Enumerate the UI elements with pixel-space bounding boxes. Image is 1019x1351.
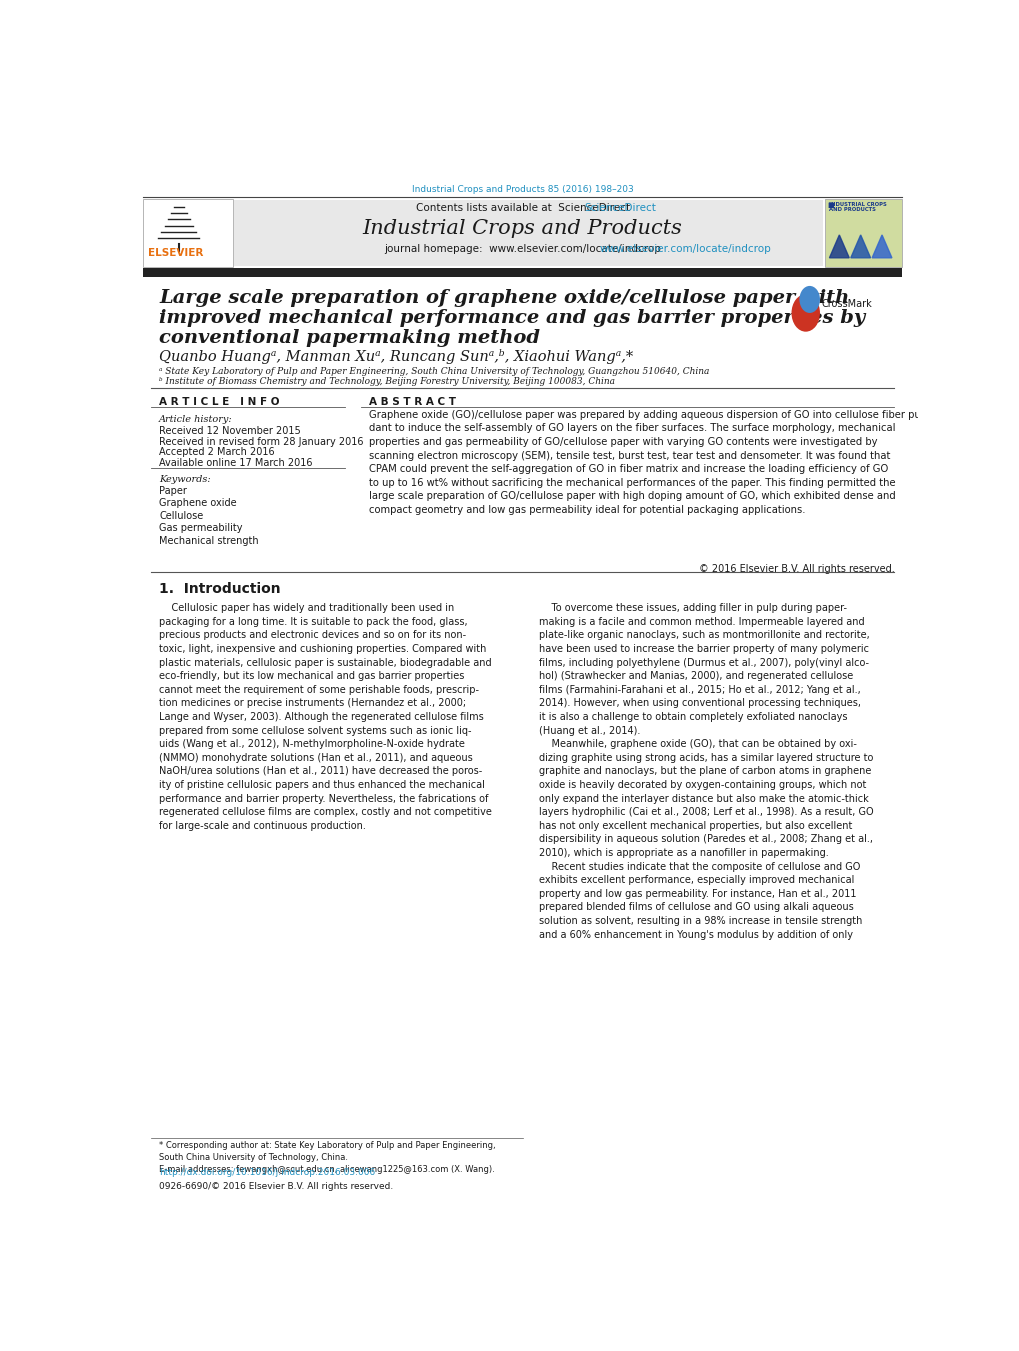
Text: A B S T R A C T: A B S T R A C T — [368, 397, 455, 407]
Text: Keywords:: Keywords: — [159, 476, 211, 484]
Text: ■: ■ — [826, 201, 833, 208]
Text: Cellulosic paper has widely and traditionally been used in
packaging for a long : Cellulosic paper has widely and traditio… — [159, 603, 491, 831]
Text: conventional papermaking method: conventional papermaking method — [159, 328, 540, 347]
Text: http://dx.doi.org/10.1016/j.indcrop.2016.03.006: http://dx.doi.org/10.1016/j.indcrop.2016… — [159, 1169, 375, 1177]
Text: Graphene oxide (GO)/cellulose paper was prepared by adding aqueous dispersion of: Graphene oxide (GO)/cellulose paper was … — [368, 409, 1019, 515]
Text: To overcome these issues, adding filler in pulp during paper-
making is a facile: To overcome these issues, adding filler … — [538, 603, 872, 939]
Text: improved mechanical performance and gas barrier properties by: improved mechanical performance and gas … — [159, 309, 864, 327]
Circle shape — [791, 295, 819, 332]
Text: 0926-6690/© 2016 Elsevier B.V. All rights reserved.: 0926-6690/© 2016 Elsevier B.V. All right… — [159, 1182, 393, 1190]
Text: Large scale preparation of graphene oxide/cellulose paper with: Large scale preparation of graphene oxid… — [159, 289, 849, 307]
Text: Industrial Crops and Products: Industrial Crops and Products — [363, 219, 682, 238]
Text: A R T I C L E   I N F O: A R T I C L E I N F O — [159, 397, 279, 407]
Text: Graphene oxide: Graphene oxide — [159, 499, 236, 508]
Text: * Corresponding author at: State Key Laboratory of Pulp and Paper Engineering,
S: * Corresponding author at: State Key Lab… — [159, 1142, 495, 1174]
Text: ᵃ State Key Laboratory of Pulp and Paper Engineering, South China University of : ᵃ State Key Laboratory of Pulp and Paper… — [159, 367, 709, 376]
Text: Received in revised form 28 January 2016: Received in revised form 28 January 2016 — [159, 436, 363, 447]
FancyBboxPatch shape — [143, 269, 902, 277]
Text: journal homepage:  www.elsevier.com/locate/indcrop: journal homepage: www.elsevier.com/locat… — [384, 245, 660, 254]
Text: AND PRODUCTS: AND PRODUCTS — [828, 207, 875, 212]
Text: Quanbo Huangᵃ, Manman Xuᵃ, Runcang Sunᵃ,ᵇ, Xiaohui Wangᵃ,*: Quanbo Huangᵃ, Manman Xuᵃ, Runcang Sunᵃ,… — [159, 350, 633, 365]
Text: www.elsevier.com/locate/indcrop: www.elsevier.com/locate/indcrop — [599, 245, 770, 254]
Polygon shape — [871, 235, 891, 258]
Text: Gas permeability: Gas permeability — [159, 523, 243, 534]
Text: Accepted 2 March 2016: Accepted 2 March 2016 — [159, 447, 274, 457]
Text: Article history:: Article history: — [159, 415, 232, 424]
Text: 1.  Introduction: 1. Introduction — [159, 582, 280, 596]
Text: ᵇ Institute of Biomass Chemistry and Technology, Beijing Forestry University, Be: ᵇ Institute of Biomass Chemistry and Tec… — [159, 377, 614, 386]
FancyBboxPatch shape — [824, 199, 902, 267]
Text: Contents lists available at  ScienceDirect: Contents lists available at ScienceDirec… — [416, 203, 629, 212]
Circle shape — [799, 286, 819, 313]
Text: © 2016 Elsevier B.V. All rights reserved.: © 2016 Elsevier B.V. All rights reserved… — [698, 563, 894, 574]
Polygon shape — [828, 235, 849, 258]
FancyBboxPatch shape — [143, 199, 232, 267]
Text: Available online 17 March 2016: Available online 17 March 2016 — [159, 458, 312, 467]
FancyBboxPatch shape — [234, 200, 822, 266]
Text: CrossMark: CrossMark — [820, 299, 871, 308]
Text: Paper: Paper — [159, 485, 186, 496]
Text: Mechanical strength: Mechanical strength — [159, 535, 259, 546]
Text: ScienceDirect: ScienceDirect — [584, 203, 655, 212]
Polygon shape — [850, 235, 870, 258]
Text: Cellulose: Cellulose — [159, 511, 203, 520]
Text: Received 12 November 2015: Received 12 November 2015 — [159, 427, 301, 436]
Text: Industrial Crops and Products 85 (2016) 198–203: Industrial Crops and Products 85 (2016) … — [412, 185, 633, 195]
Text: ELSEVIER: ELSEVIER — [148, 247, 203, 258]
Text: INDUSTRIAL CROPS: INDUSTRIAL CROPS — [828, 201, 887, 207]
